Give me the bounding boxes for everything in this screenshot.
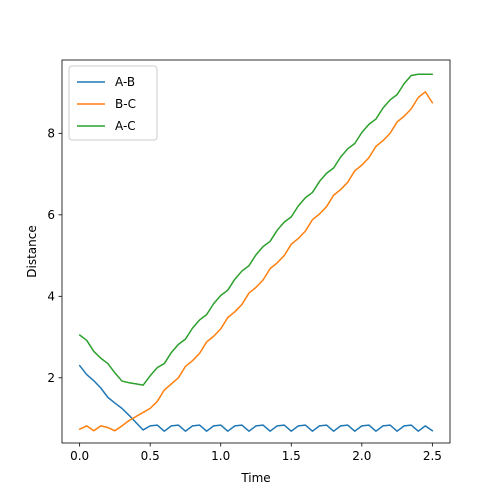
- x-tick-label: 2.0: [352, 449, 371, 463]
- series-line-3: [78, 73, 434, 386]
- y-tick-label: 6: [47, 208, 55, 222]
- x-tick-label: 0.5: [141, 449, 160, 463]
- legend: A-B B-C A-C: [68, 65, 158, 141]
- legend-label: B-C: [115, 97, 136, 111]
- y-axis-label: Distance: [25, 225, 39, 277]
- y-tick-label: 4: [47, 289, 55, 303]
- legend-box: [68, 65, 158, 141]
- x-tick-label: 1.0: [211, 449, 230, 463]
- x-tick-label: 1.5: [282, 449, 301, 463]
- y-tick-label: 8: [47, 126, 55, 140]
- x-tick-label: 2.5: [423, 449, 442, 463]
- y-ticks: 2 4 6 8: [47, 126, 62, 385]
- legend-label: A-B: [115, 75, 135, 89]
- axes-frame: [61, 59, 451, 444]
- series-layer: [78, 73, 434, 432]
- series-line-1: [78, 364, 434, 432]
- series-line-2: [78, 91, 434, 432]
- legend-label: A-C: [115, 119, 136, 133]
- y-tick-label: 2: [47, 371, 55, 385]
- axes-layer: [61, 59, 451, 444]
- x-ticks: 0.0 0.5 1.0 1.5 2.0 2.5: [70, 443, 442, 463]
- x-axis-label: Time: [240, 471, 270, 485]
- x-tick-label: 0.0: [70, 449, 89, 463]
